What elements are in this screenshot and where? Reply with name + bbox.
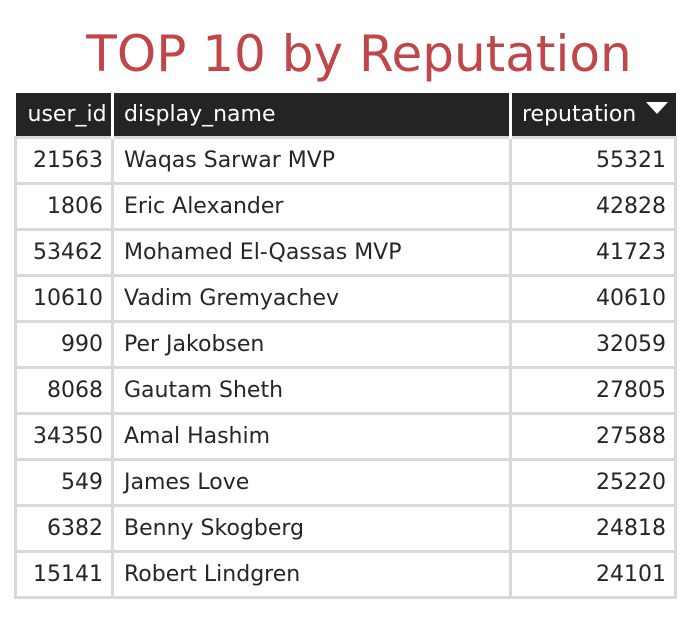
- cell-user-id: 8068: [14, 366, 114, 415]
- header-row: user_id display_name reputation: [15, 93, 676, 138]
- cell-reputation: 24818: [509, 504, 677, 553]
- cell-user-id: 53462: [14, 228, 114, 277]
- cell-reputation: 42828: [509, 182, 677, 231]
- cell-reputation: 24101: [509, 550, 677, 599]
- cell-display-name: Vadim Gremyachev: [111, 274, 512, 323]
- cell-display-name: Per Jakobsen: [111, 320, 512, 369]
- table-body: 21563 Waqas Sarwar MVP 55321 1806 Eric Alexa…: [14, 136, 677, 599]
- cell-display-name: Robert Lindgren: [111, 550, 512, 599]
- cell-display-name: Eric Alexander: [111, 182, 512, 231]
- table-row[interactable]: 549 James Love 25220: [14, 458, 677, 507]
- table-row[interactable]: 6382 Benny Skogberg 24818: [14, 504, 677, 553]
- cell-user-id: 21563: [14, 136, 114, 185]
- reputation-table: user_id display_name reputation 21563 Waq…: [14, 93, 677, 599]
- cell-reputation: 41723: [509, 228, 677, 277]
- table-header: user_id display_name reputation: [15, 93, 676, 138]
- cell-user-id: 34350: [14, 412, 114, 461]
- cell-user-id: 10610: [14, 274, 114, 323]
- column-header-display-name[interactable]: display_name: [111, 93, 511, 138]
- cell-user-id: 990: [14, 320, 114, 369]
- column-header-user-id[interactable]: user_id: [15, 93, 113, 138]
- cell-display-name: Waqas Sarwar MVP: [111, 136, 512, 185]
- cell-reputation: 55321: [509, 136, 677, 185]
- table-row[interactable]: 8068 Gautam Sheth 27805: [14, 366, 677, 415]
- cell-reputation: 32059: [509, 320, 677, 369]
- reputation-table-visual[interactable]: user_id display_name reputation 21563 Waq…: [14, 93, 677, 599]
- table-row[interactable]: 53462 Mohamed El-Qassas MVP 41723: [14, 228, 677, 277]
- cell-user-id: 15141: [14, 550, 114, 599]
- column-header-reputation[interactable]: reputation: [509, 93, 676, 138]
- cell-reputation: 27805: [509, 366, 677, 415]
- table-row[interactable]: 990 Per Jakobsen 32059: [14, 320, 677, 369]
- table-row[interactable]: 21563 Waqas Sarwar MVP 55321: [14, 136, 677, 185]
- sort-descending-icon[interactable]: [645, 102, 668, 114]
- report-title: TOP 10 by Reputation: [86, 25, 632, 83]
- cell-display-name: James Love: [111, 458, 512, 507]
- cell-user-id: 6382: [14, 504, 114, 553]
- cell-display-name: Gautam Sheth: [111, 366, 512, 415]
- cell-reputation: 25220: [509, 458, 677, 507]
- table-row[interactable]: 34350 Amal Hashim 27588: [14, 412, 677, 461]
- cell-user-id: 1806: [14, 182, 114, 231]
- cell-display-name: Mohamed El-Qassas MVP: [111, 228, 512, 277]
- cell-reputation: 27588: [509, 412, 677, 461]
- table-row[interactable]: 1806 Eric Alexander 42828: [14, 182, 677, 231]
- cell-display-name: Benny Skogberg: [111, 504, 512, 553]
- cell-reputation: 40610: [509, 274, 677, 323]
- column-header-reputation-label: reputation: [522, 102, 637, 127]
- table-row[interactable]: 10610 Vadim Gremyachev 40610: [14, 274, 677, 323]
- cell-user-id: 549: [14, 458, 114, 507]
- table-row[interactable]: 15141 Robert Lindgren 24101: [14, 550, 677, 599]
- cell-display-name: Amal Hashim: [111, 412, 512, 461]
